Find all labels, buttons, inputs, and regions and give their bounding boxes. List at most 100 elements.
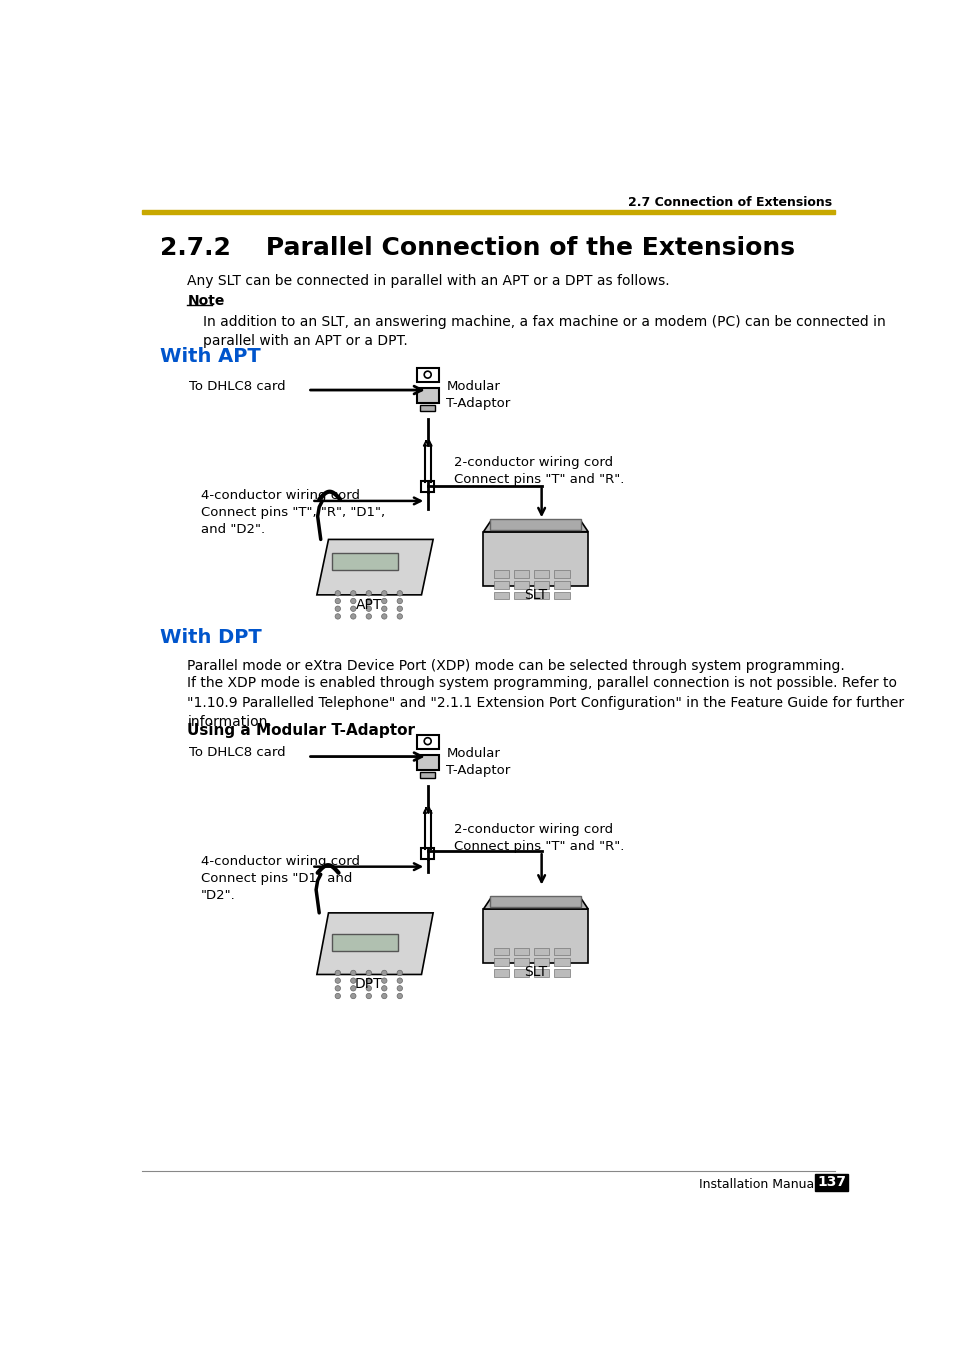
Circle shape [366, 607, 371, 612]
Circle shape [335, 993, 340, 998]
Text: SLT: SLT [523, 588, 546, 601]
Circle shape [350, 607, 355, 612]
Circle shape [335, 598, 340, 604]
Text: Installation Manual: Installation Manual [699, 1178, 817, 1192]
Bar [419, 405, 435, 411]
Bar [416, 755, 438, 770]
Bar [142, 209, 835, 215]
Text: 4-conductor wiring cord
Connect pins "D1" and
"D2".: 4-conductor wiring cord Connect pins "D1… [200, 855, 359, 902]
Bar [493, 947, 509, 955]
Circle shape [366, 590, 371, 596]
Circle shape [335, 978, 340, 984]
Bar [513, 969, 529, 977]
Polygon shape [316, 539, 433, 594]
Text: If the XDP mode is enabled through system programming, parallel connection is no: If the XDP mode is enabled through syste… [187, 677, 903, 730]
Text: 137: 137 [816, 1175, 845, 1189]
Bar [534, 592, 549, 600]
Bar [554, 947, 569, 955]
Polygon shape [483, 897, 587, 909]
Bar [416, 367, 438, 381]
Text: 2.7.2    Parallel Connection of the Extensions: 2.7.2 Parallel Connection of the Extensi… [159, 236, 794, 261]
Bar [489, 896, 580, 908]
Circle shape [366, 970, 371, 975]
Circle shape [350, 993, 355, 998]
Polygon shape [316, 913, 433, 974]
Text: Modular
T-Adaptor: Modular T-Adaptor [446, 380, 510, 409]
Bar [513, 581, 529, 589]
Bar [554, 969, 569, 977]
Bar [534, 570, 549, 578]
Bar [416, 735, 438, 748]
Circle shape [396, 978, 402, 984]
Bar [493, 969, 509, 977]
Bar [513, 947, 529, 955]
Bar [493, 570, 509, 578]
Polygon shape [483, 520, 587, 532]
Text: Using a Modular T-Adaptor: Using a Modular T-Adaptor [187, 723, 415, 738]
Circle shape [335, 986, 340, 992]
Bar [554, 581, 569, 589]
Circle shape [366, 993, 371, 998]
Circle shape [381, 613, 387, 619]
Polygon shape [483, 909, 587, 963]
Bar [513, 570, 529, 578]
Bar [493, 592, 509, 600]
Bar [513, 958, 529, 966]
Circle shape [335, 607, 340, 612]
Circle shape [424, 372, 431, 378]
Bar [554, 958, 569, 966]
Text: Modular
T-Adaptor: Modular T-Adaptor [446, 747, 510, 777]
Bar [513, 592, 529, 600]
Circle shape [381, 598, 387, 604]
Circle shape [350, 970, 355, 975]
Bar [416, 388, 438, 403]
Text: Note: Note [187, 293, 225, 308]
Circle shape [381, 607, 387, 612]
Circle shape [381, 970, 387, 975]
Text: Any SLT can be connected in parallel with an APT or a DPT as follows.: Any SLT can be connected in parallel wit… [187, 274, 669, 289]
Circle shape [396, 607, 402, 612]
Text: SLT: SLT [523, 965, 546, 979]
Text: DPT: DPT [355, 978, 382, 992]
Circle shape [396, 613, 402, 619]
Bar [534, 947, 549, 955]
Circle shape [350, 590, 355, 596]
Bar [554, 592, 569, 600]
Bar [534, 958, 549, 966]
Circle shape [335, 590, 340, 596]
Circle shape [350, 986, 355, 992]
Circle shape [335, 970, 340, 975]
Circle shape [366, 986, 371, 992]
Circle shape [366, 613, 371, 619]
Text: APT: APT [355, 598, 381, 612]
Bar [419, 771, 435, 778]
Bar [332, 935, 397, 951]
Text: To DHLC8 card: To DHLC8 card [189, 746, 285, 759]
Circle shape [396, 590, 402, 596]
Circle shape [424, 738, 431, 744]
Bar [493, 958, 509, 966]
Polygon shape [483, 532, 587, 585]
Text: 2.7 Connection of Extensions: 2.7 Connection of Extensions [627, 196, 831, 208]
Circle shape [350, 978, 355, 984]
Circle shape [350, 598, 355, 604]
Circle shape [396, 986, 402, 992]
Bar [489, 519, 580, 530]
Circle shape [366, 598, 371, 604]
Text: 2-conductor wiring cord
Connect pins "T" and "R".: 2-conductor wiring cord Connect pins "T"… [454, 823, 624, 852]
Bar [554, 570, 569, 578]
Bar [534, 581, 549, 589]
Text: 2-conductor wiring cord
Connect pins "T" and "R".: 2-conductor wiring cord Connect pins "T"… [454, 457, 624, 486]
Bar [332, 554, 397, 570]
Text: With DPT: With DPT [159, 628, 261, 647]
Circle shape [381, 978, 387, 984]
Circle shape [335, 613, 340, 619]
Text: In addition to an SLT, an answering machine, a fax machine or a modem (PC) can b: In addition to an SLT, an answering mach… [203, 315, 884, 349]
Text: To DHLC8 card: To DHLC8 card [189, 380, 285, 393]
Circle shape [381, 986, 387, 992]
Circle shape [381, 590, 387, 596]
Bar [534, 969, 549, 977]
Text: With APT: With APT [159, 347, 260, 366]
Bar [815, 1174, 847, 1190]
Text: Parallel mode or eXtra Device Port (XDP) mode can be selected through system pro: Parallel mode or eXtra Device Port (XDP)… [187, 659, 844, 673]
